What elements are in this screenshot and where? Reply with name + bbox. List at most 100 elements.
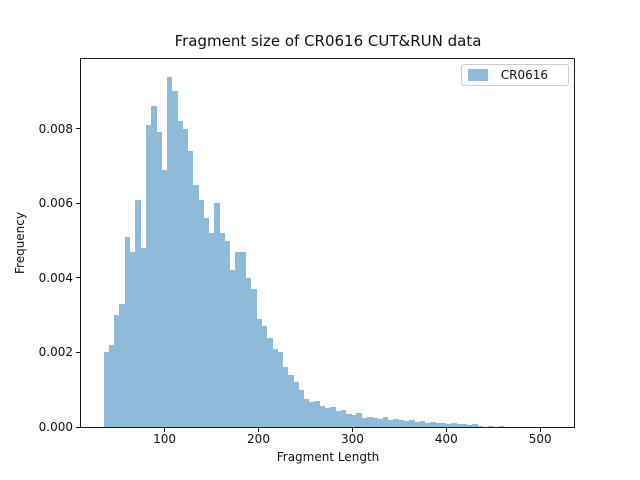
y-tick-label: 0.008 — [38, 121, 73, 136]
histogram-bar — [266, 337, 273, 427]
histogram-bar — [198, 199, 205, 427]
x-tick-label: 200 — [247, 432, 270, 446]
histogram-bar — [129, 251, 136, 427]
histogram-bar — [251, 289, 257, 427]
y-tick-mark — [76, 277, 80, 279]
y-tick-mark — [76, 426, 80, 428]
histogram-bar — [140, 248, 147, 427]
x-tick-label: 300 — [340, 432, 364, 446]
histogram-bar — [235, 251, 241, 427]
histogram-bar — [214, 203, 220, 427]
histogram-bar — [335, 410, 341, 427]
x-tick-mark — [539, 428, 541, 432]
plot-area: CR0616 — [80, 58, 575, 428]
y-tick-mark — [76, 128, 80, 130]
histogram-bar — [382, 416, 389, 427]
histogram-bar — [303, 398, 310, 427]
histogram-bar — [467, 425, 473, 427]
histogram-bar — [177, 121, 183, 427]
histogram-bar — [272, 348, 278, 427]
histogram-bar — [461, 424, 468, 427]
y-tick-mark — [76, 202, 80, 204]
histogram-bar — [330, 406, 336, 427]
chart-title: Fragment size of CR0616 CUT&RUN data — [174, 32, 482, 50]
histogram-bar — [340, 409, 347, 427]
histogram-bar — [293, 382, 299, 427]
histogram-bar — [372, 418, 378, 427]
histogram-bar — [114, 315, 120, 427]
histogram-bar — [319, 405, 326, 427]
histogram-bar — [119, 303, 125, 427]
histogram-bar — [324, 408, 331, 427]
histogram-bar — [256, 318, 262, 427]
histogram-bar — [435, 423, 442, 427]
histogram-bar — [219, 233, 226, 427]
histogram-bar — [135, 199, 141, 427]
histogram-bar — [224, 240, 231, 427]
histogram-bar — [187, 151, 194, 427]
legend-swatch — [467, 69, 488, 81]
histogram-bar — [398, 420, 405, 427]
histogram-bar — [208, 233, 215, 427]
x-tick-label: 500 — [528, 432, 552, 446]
x-tick-label: 100 — [153, 432, 177, 446]
histogram-bar — [403, 421, 410, 427]
histogram-bar — [377, 419, 384, 427]
histogram-bar — [308, 402, 315, 427]
histogram-bar — [419, 421, 426, 427]
histogram-bar — [430, 422, 436, 427]
histogram-bar — [261, 326, 268, 427]
histogram-bar — [193, 184, 199, 427]
histogram-bar — [150, 106, 157, 427]
histogram-bar — [472, 424, 478, 427]
x-tick-mark — [351, 428, 353, 432]
x-tick-mark — [445, 428, 447, 432]
histogram-bar — [203, 218, 210, 427]
histogram-bar — [172, 91, 178, 427]
histogram-bar — [166, 76, 173, 427]
y-tick-label: 0.004 — [38, 270, 73, 285]
histogram-bar — [440, 422, 447, 427]
histogram-bar — [456, 424, 463, 427]
histogram-bar — [424, 422, 431, 427]
histogram-bar — [124, 236, 131, 427]
y-tick-mark — [76, 351, 80, 353]
histogram-bar — [161, 169, 168, 427]
histogram-bar — [345, 413, 352, 427]
histogram-bar — [388, 419, 394, 427]
y-tick-label: 0.000 — [38, 420, 73, 434]
histogram-bar — [498, 426, 505, 427]
histogram-bar — [240, 251, 247, 427]
histogram-bar — [451, 423, 457, 427]
histogram-bar — [393, 419, 399, 427]
histogram-bar — [356, 413, 363, 427]
histogram-bar — [229, 270, 236, 427]
histogram-bar — [282, 367, 289, 427]
histogram-bar — [488, 425, 494, 427]
histogram-bar — [103, 352, 110, 427]
x-tick-label: 400 — [434, 432, 458, 446]
y-tick-label: 0.002 — [38, 345, 73, 360]
histogram-bar — [366, 416, 373, 427]
histogram-bar — [277, 352, 284, 427]
histogram-bar — [182, 128, 189, 427]
legend: CR0616 — [460, 64, 569, 86]
histogram-bar — [287, 374, 294, 427]
histogram-bar — [245, 277, 252, 427]
x-tick-mark — [258, 428, 259, 432]
histogram-bar — [361, 417, 368, 427]
x-tick-mark — [164, 428, 166, 432]
histogram-bar — [477, 425, 484, 427]
histogram-bar — [298, 389, 305, 427]
histogram-bar — [108, 344, 115, 427]
y-axis-label: Frequency — [13, 212, 27, 274]
legend-label: CR0616 — [500, 68, 548, 82]
histogram-bar — [409, 420, 415, 427]
histogram-bar — [156, 132, 162, 427]
histogram-bar — [445, 423, 452, 427]
histogram-bar — [145, 125, 152, 427]
y-tick-label: 0.006 — [38, 196, 73, 211]
x-axis-label: Fragment Length — [276, 450, 380, 464]
histogram-bar — [351, 414, 357, 427]
